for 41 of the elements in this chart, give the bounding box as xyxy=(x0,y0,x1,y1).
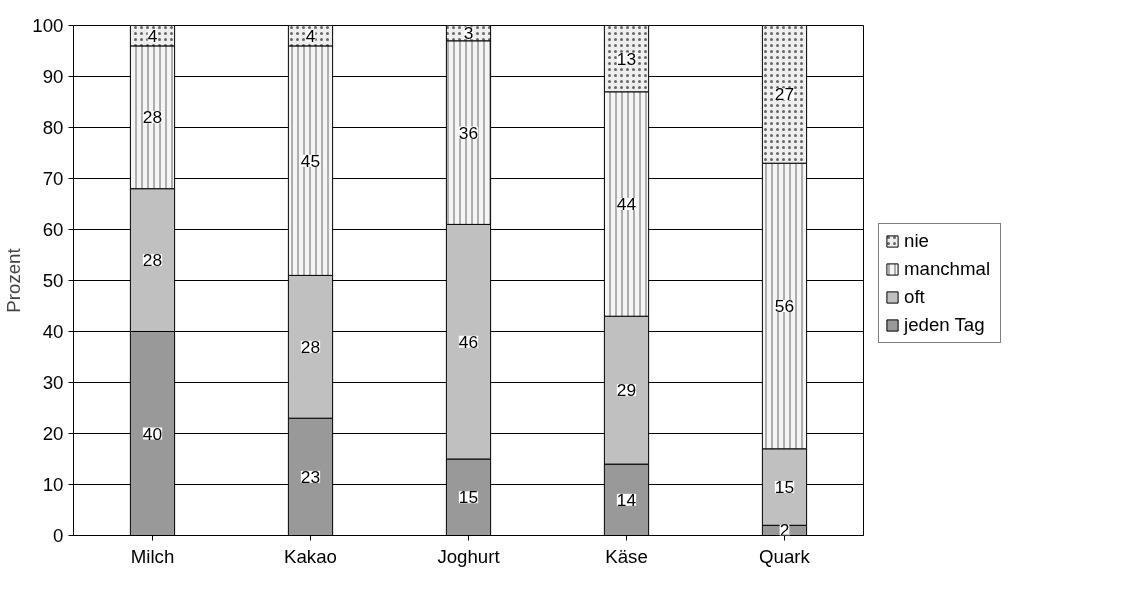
x-tick-label: Quark xyxy=(759,545,811,567)
data-label: 28 xyxy=(142,107,163,128)
data-label: 4 xyxy=(147,25,158,46)
data-label: 28 xyxy=(300,336,321,357)
data-label: 15 xyxy=(458,487,479,508)
legend-label: manchmal xyxy=(904,257,992,280)
y-tick-label: 100 xyxy=(32,15,64,36)
data-label: 40 xyxy=(142,423,163,444)
y-tick-label: 0 xyxy=(53,525,64,546)
data-label: 44 xyxy=(616,194,637,214)
y-tick-label: 70 xyxy=(42,168,64,189)
y-tick-label: 50 xyxy=(42,270,64,291)
data-label: 2 xyxy=(779,520,790,541)
x-tick-label: Joghurt xyxy=(437,545,501,567)
x-tick-label: Milch xyxy=(130,545,175,567)
data-label: 46 xyxy=(458,331,479,352)
y-axis-title: Prozent xyxy=(3,247,25,313)
x-tick-label: Käse xyxy=(605,545,648,567)
y-tick-label: 40 xyxy=(42,321,64,342)
y-tick-label: 80 xyxy=(42,117,64,138)
y-tick-label: 10 xyxy=(42,474,64,495)
data-label: 4 xyxy=(305,25,316,46)
legend-label: oft xyxy=(904,285,926,308)
data-label: 15 xyxy=(774,477,795,498)
legend-label: nie xyxy=(904,229,930,252)
y-tick-label: 30 xyxy=(42,372,64,393)
x-tick-label: Kakao xyxy=(284,545,337,567)
legend-label: jeden Tag xyxy=(904,313,986,336)
data-label: 27 xyxy=(774,84,795,105)
y-tick-label: 90 xyxy=(42,66,64,87)
y-tick-label: 20 xyxy=(42,423,64,444)
y-tick-label: 60 xyxy=(42,219,64,240)
data-label: 29 xyxy=(616,380,637,401)
data-label: 45 xyxy=(300,150,321,171)
data-label: 3 xyxy=(463,23,474,44)
data-label: 56 xyxy=(774,296,795,316)
data-label: 36 xyxy=(458,122,479,143)
data-label: 28 xyxy=(142,250,163,271)
data-label: 13 xyxy=(616,48,637,69)
data-label: 14 xyxy=(616,489,637,510)
data-label: 23 xyxy=(300,466,321,487)
